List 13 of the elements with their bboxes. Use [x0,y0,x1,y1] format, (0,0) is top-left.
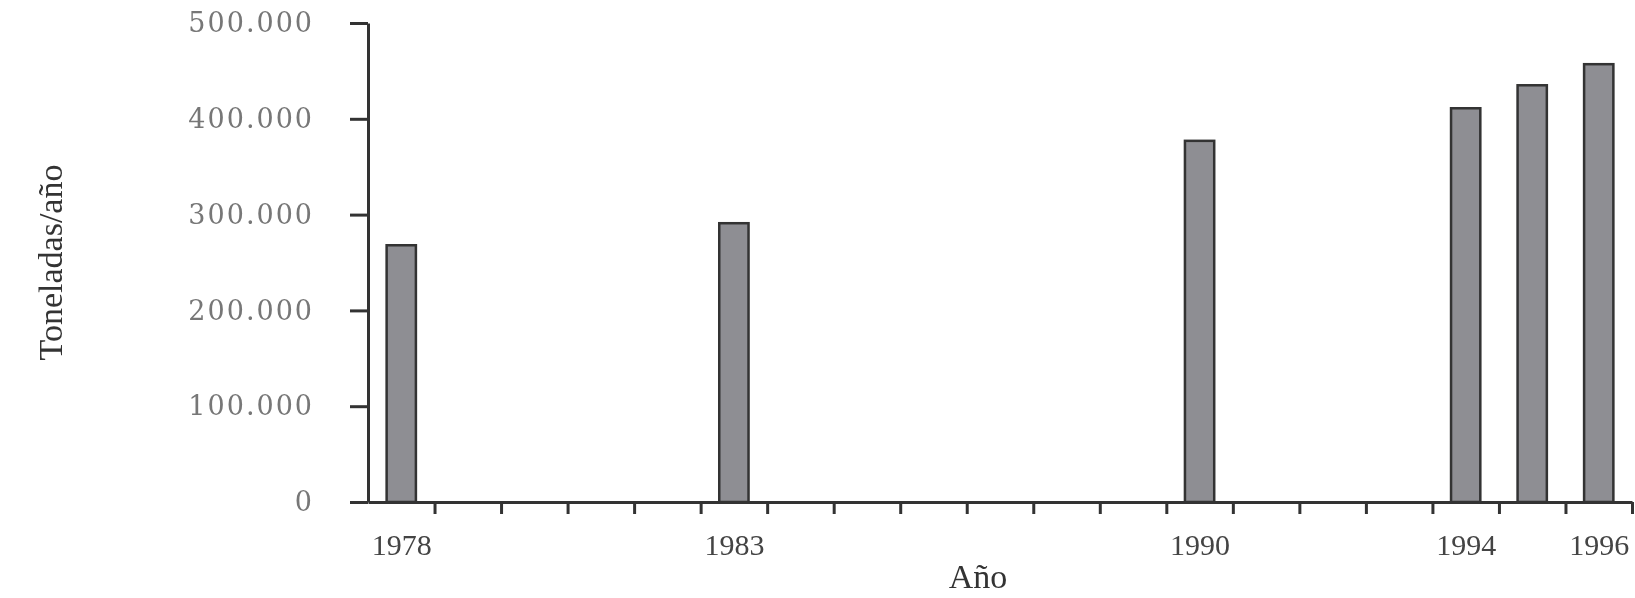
y-tick-label: 200.000 [188,294,314,326]
y-tick-label: 300.000 [188,198,314,230]
x-axis-title: Año [948,558,1008,595]
y-tick-label: 400.000 [188,102,314,134]
x-tick-label: 1990 [1170,528,1231,562]
x-tick-label: 1996 [1569,528,1630,562]
x-tick-label: 1983 [704,528,765,562]
y-axis-title: Toneladas/año [32,164,69,361]
x-tick-label: 1978 [371,528,432,562]
y-tick-label: 500.000 [188,7,314,39]
y-tick-label: 100.000 [188,390,314,422]
y-tick-label: 0 [294,486,314,518]
x-tick-label: 1994 [1436,528,1497,562]
